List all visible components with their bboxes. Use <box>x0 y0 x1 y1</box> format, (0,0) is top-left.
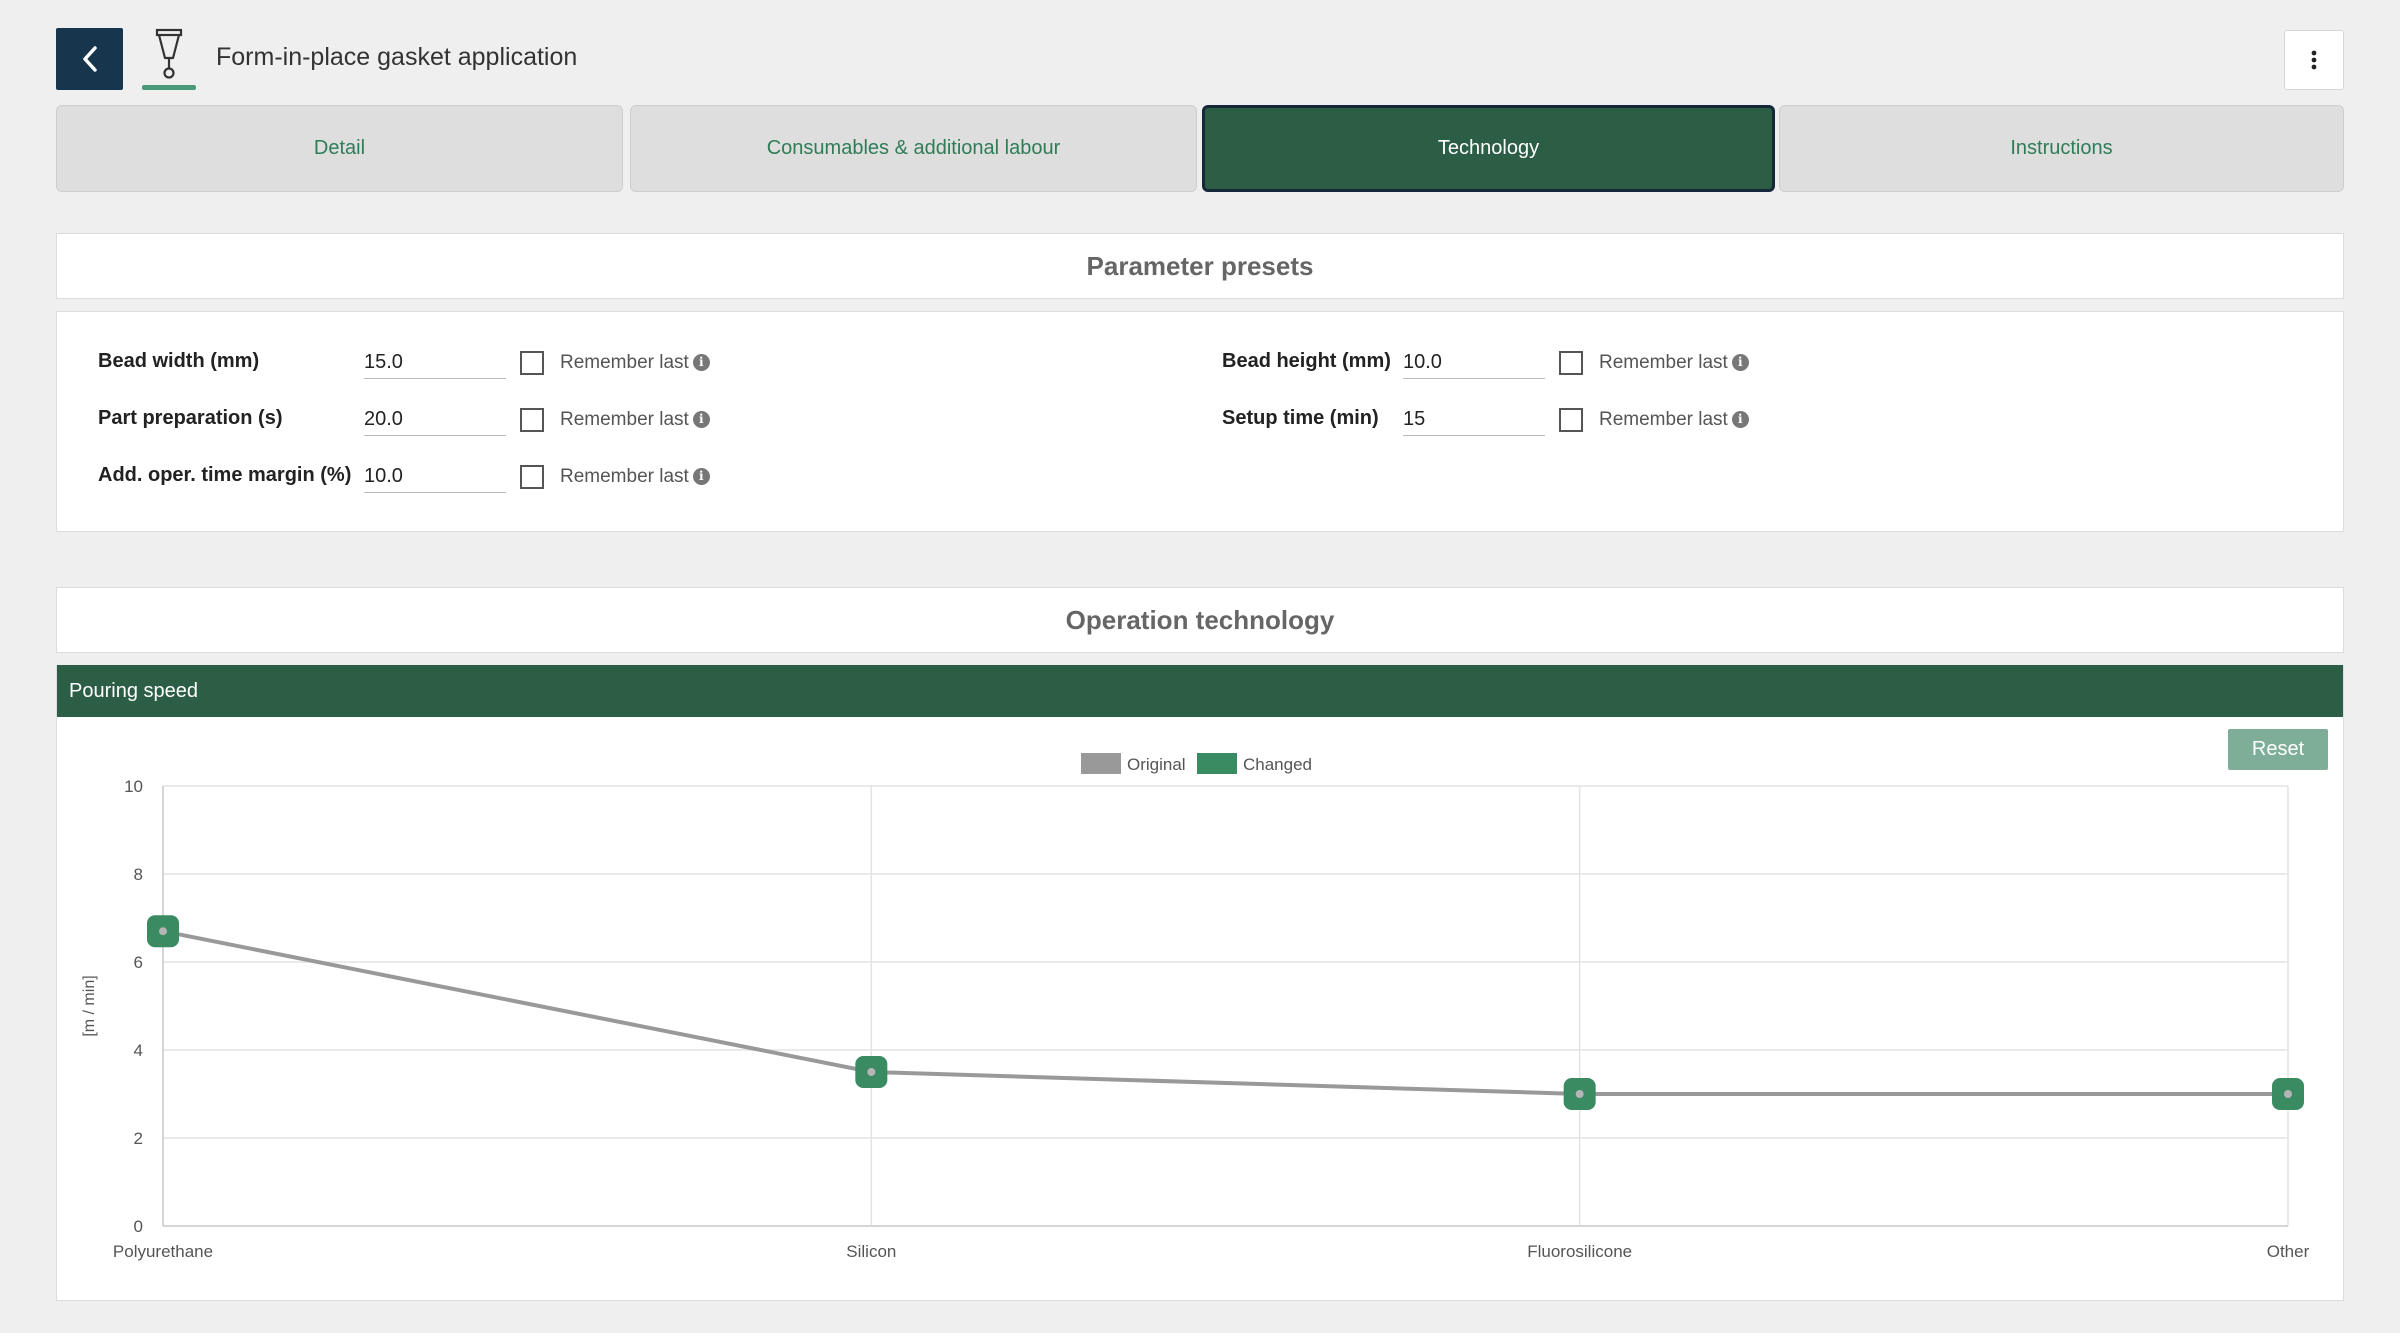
info-icon[interactable]: i <box>692 468 710 486</box>
section-title: Parameter presets <box>1086 250 1314 281</box>
section-title: Operation technology <box>1065 604 1335 635</box>
info-icon[interactable]: i <box>692 411 710 429</box>
y-tick-label: 10 <box>124 777 143 796</box>
chevron-left-icon <box>82 46 97 72</box>
y-tick-label: 0 <box>134 1217 143 1236</box>
y-tick-label: 6 <box>134 953 143 972</box>
legend-swatch-changed <box>1197 753 1237 774</box>
bead-width-input[interactable] <box>364 348 506 379</box>
info-icon[interactable]: i <box>1731 411 1749 429</box>
param-label: Setup time (min) <box>1222 407 1379 429</box>
y-axis-label: [m / min] <box>81 975 98 1036</box>
data-point-original <box>867 1068 876 1076</box>
legend-label-changed: Changed <box>1243 755 1312 774</box>
header: Form-in-place gasket application <box>56 28 2344 90</box>
bead-height-input[interactable] <box>1403 348 1545 379</box>
more-vertical-icon <box>2311 50 2317 70</box>
x-tick-label: Polyurethane <box>113 1242 213 1261</box>
tab-bar: Detail Consumables & additional labour T… <box>56 105 2344 192</box>
y-tick-label: 8 <box>134 865 143 884</box>
x-tick-label: Silicon <box>846 1242 896 1261</box>
reset-button[interactable]: Reset <box>2228 729 2328 770</box>
remember-checkbox[interactable] <box>520 408 544 432</box>
tab-consumables[interactable]: Consumables & additional labour <box>630 105 1197 192</box>
y-tick-label: 4 <box>134 1041 143 1060</box>
remember-checkbox[interactable] <box>520 465 544 489</box>
x-tick-label: Other <box>2267 1242 2310 1261</box>
remember-checkbox[interactable] <box>1559 351 1583 375</box>
part-preparation-input[interactable] <box>364 405 506 436</box>
tab-technology[interactable]: Technology <box>1202 105 1775 192</box>
tab-detail[interactable]: Detail <box>56 105 623 192</box>
back-button[interactable] <box>56 28 123 90</box>
data-point-original <box>2284 1090 2292 1098</box>
chart-header: Pouring speed <box>57 665 2343 717</box>
data-point-original <box>159 927 167 936</box>
remember-last-label: Remember last i <box>560 352 710 374</box>
param-label: Bead width (mm) <box>98 350 260 372</box>
info-icon[interactable]: i <box>1731 354 1749 372</box>
param-label: Add. oper. time margin (%) <box>98 464 352 486</box>
page-title: Form-in-place gasket application <box>216 43 578 71</box>
remember-checkbox[interactable] <box>520 351 544 375</box>
more-menu-button[interactable] <box>2284 30 2344 90</box>
oper-time-margin-input[interactable] <box>364 462 506 493</box>
param-label: Part preparation (s) <box>98 407 283 429</box>
series-line-original <box>162 929 2288 1096</box>
tab-instructions[interactable]: Instructions <box>1779 105 2344 192</box>
info-icon[interactable]: i <box>692 354 710 372</box>
data-point-original <box>1575 1090 1584 1098</box>
remember-last-label: Remember last i <box>1599 409 1749 431</box>
remember-last-label: Remember last i <box>560 409 710 431</box>
parameter-presets-header: Parameter presets <box>56 233 2344 299</box>
setup-time-input[interactable] <box>1403 405 1545 436</box>
remember-last-label: Remember last i <box>1599 352 1749 374</box>
legend-swatch-original <box>1081 753 1121 774</box>
remember-checkbox[interactable] <box>1559 408 1583 432</box>
dispenser-nozzle-icon <box>140 28 198 90</box>
legend-label-original: Original <box>1127 755 1186 774</box>
param-label: Bead height (mm) <box>1222 350 1391 372</box>
x-tick-label: Fluorosilicone <box>1527 1242 1632 1261</box>
y-tick-label: 2 <box>134 1129 143 1148</box>
operation-technology-header: Operation technology <box>56 587 2344 653</box>
remember-last-label: Remember last i <box>560 466 710 488</box>
